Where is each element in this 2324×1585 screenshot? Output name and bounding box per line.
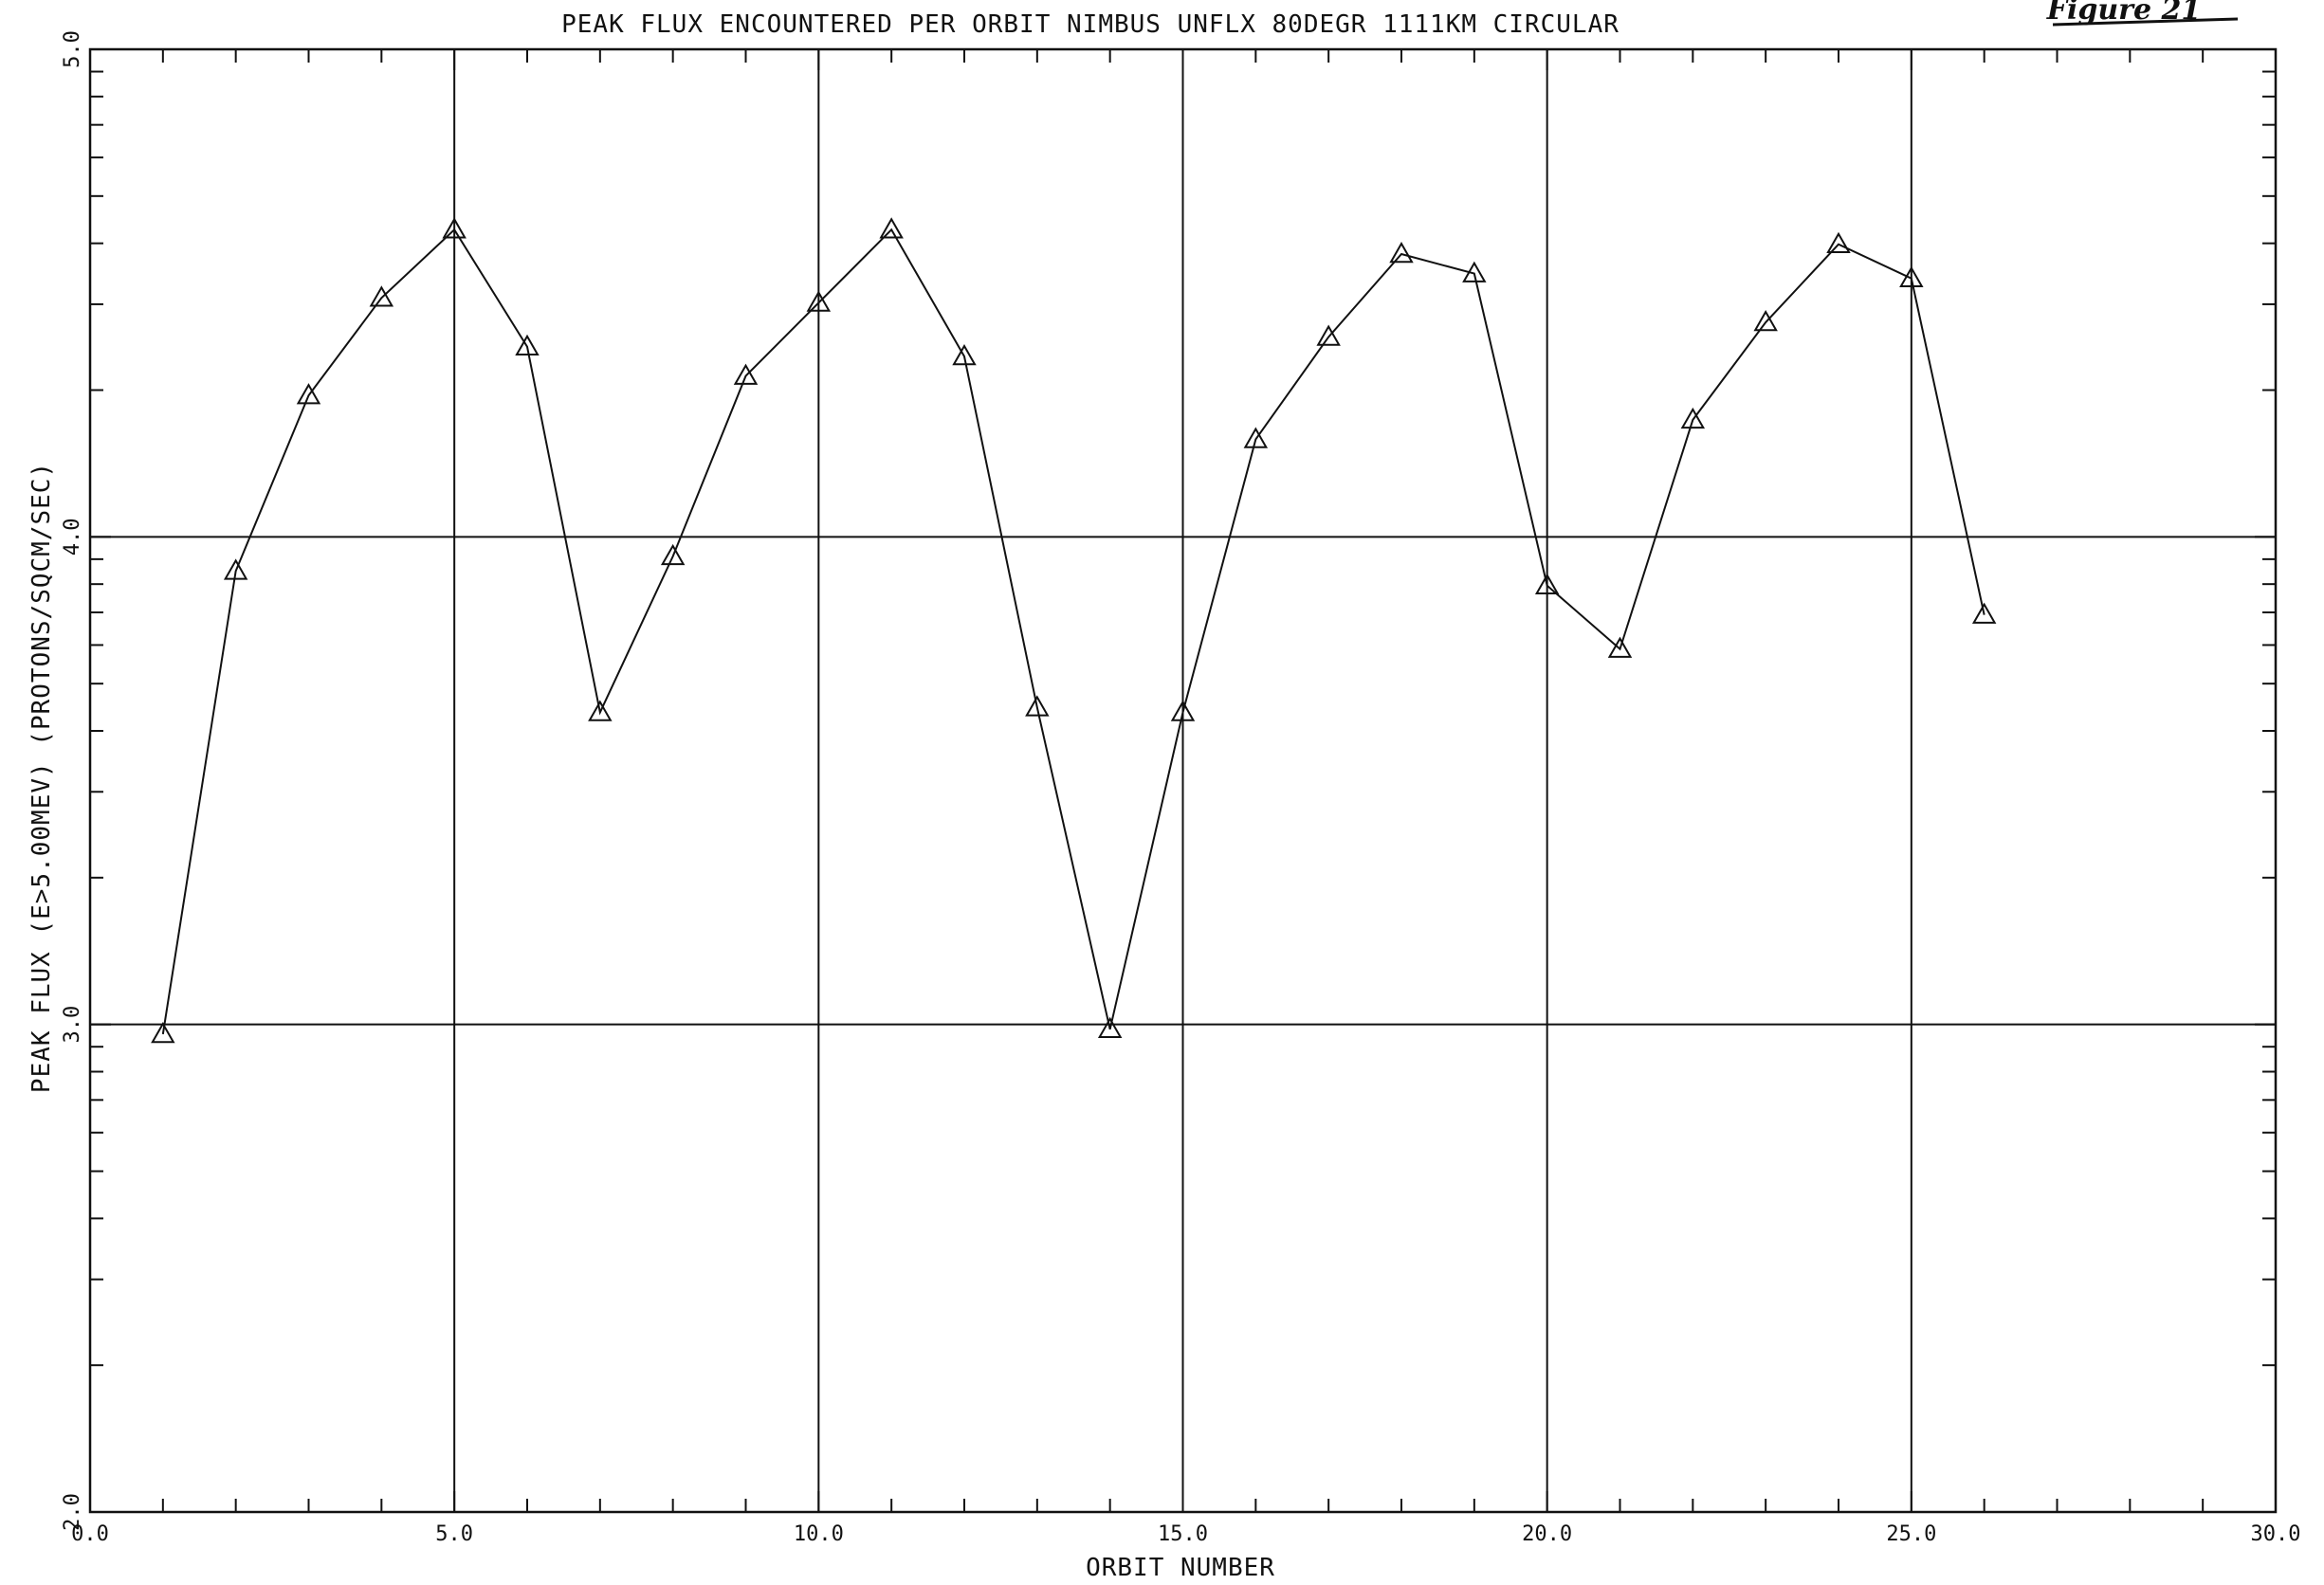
x-tick-label: 20.0 (1522, 1522, 1572, 1546)
x-axis-label: ORBIT NUMBER (1086, 1554, 1275, 1582)
x-tick-label: 15.0 (1158, 1522, 1208, 1546)
data-point-marker (733, 363, 759, 385)
x-tick-label: 25.0 (1886, 1522, 1936, 1546)
x-tick-labels: 0.0 5.0 10.0 15.0 20.0 25.0 30.0 (71, 1522, 2300, 1546)
y-tick-label: 3.0 (61, 1006, 84, 1044)
data-point-marker (515, 334, 540, 355)
data-point-marker (1680, 407, 1706, 429)
series-line (161, 228, 1985, 1035)
x-tick-label: 30.0 (2251, 1522, 2301, 1546)
data-point-marker (1316, 324, 1341, 346)
figure-tag-underline (2052, 17, 2239, 27)
data-point-marker (952, 344, 977, 366)
data-point-marker (296, 383, 321, 405)
data-point-marker (1389, 242, 1414, 264)
x-tick-label: 0.0 (71, 1522, 109, 1546)
data-point-marker (1462, 261, 1487, 282)
data-point-marker (1971, 602, 1997, 624)
x-tick-label: 5.0 (435, 1522, 473, 1546)
y-tick-label: 4.0 (61, 518, 84, 556)
data-point-marker (369, 285, 394, 307)
data-point-marker (879, 217, 904, 239)
data-point-marker (1097, 1016, 1123, 1039)
data-point-marker (151, 1021, 175, 1044)
data-point-marker (442, 217, 467, 239)
data-point-marker (1826, 231, 1851, 253)
data-markers (151, 217, 1997, 1044)
grid-lines (90, 49, 2276, 1512)
chart-title: PEAK FLUX ENCOUNTERED PER ORBIT NIMBUS U… (561, 10, 1619, 39)
data-point-marker (660, 543, 686, 566)
y-axis-label: PEAK FLUX (E>5.00MEV) (PROTONS/SQCM/SEC) (27, 462, 56, 1093)
data-point-marker (588, 700, 613, 721)
data-point-marker (1025, 695, 1050, 717)
data-point-marker (806, 290, 832, 312)
data-point-marker (1243, 427, 1269, 448)
data-point-marker (223, 558, 248, 580)
data-point-marker (1170, 700, 1196, 721)
y-tick-label: 2.0 (61, 1493, 84, 1531)
data-point-marker (1534, 573, 1560, 595)
y-tick-label: 5.0 (61, 30, 84, 68)
data-point-marker (1753, 310, 1778, 332)
data-point-marker (1607, 636, 1633, 658)
plot-frame (88, 47, 2278, 1514)
data-point-marker (1899, 265, 1924, 287)
x-tick-label: 10.0 (794, 1522, 844, 1546)
y-tick-labels: 2.0 3.0 4.0 5.0 (61, 30, 84, 1531)
